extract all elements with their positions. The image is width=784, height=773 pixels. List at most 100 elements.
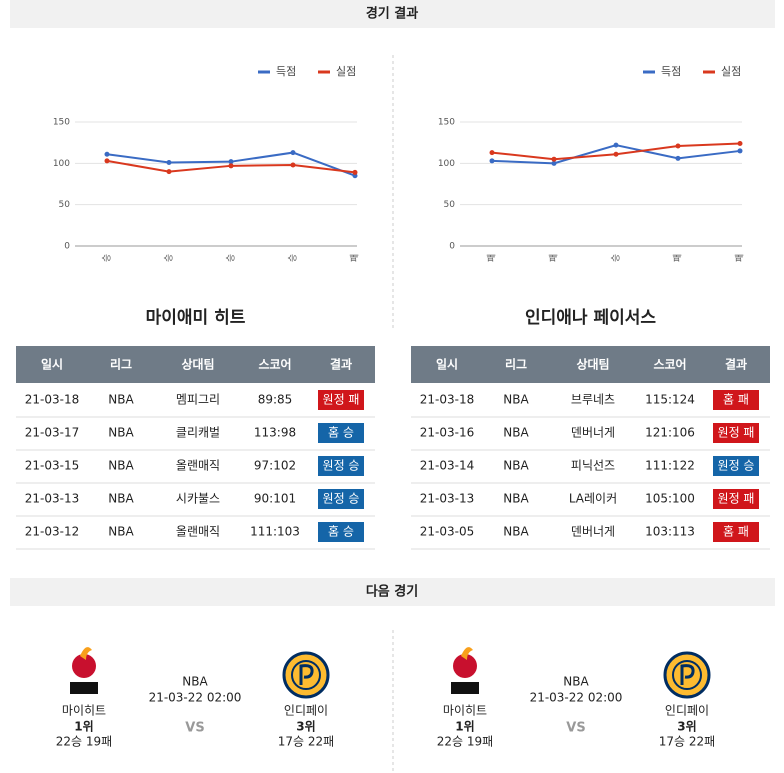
column-header: 결과 (725, 357, 747, 372)
data-point (613, 142, 619, 148)
table-cell: 21-03-15 (25, 459, 79, 473)
legend-label: 실점 (721, 65, 741, 78)
result-text: 원정 승 (323, 492, 360, 506)
table-cell: 97:102 (254, 459, 296, 473)
x-tick-label: 패 (487, 254, 498, 262)
table-cell: 21-03-12 (25, 525, 79, 539)
table-header (16, 346, 375, 383)
game-time: 21-03-22 02:00 (530, 691, 623, 705)
result-badge (318, 456, 364, 476)
table-cell: 올랜매직 (176, 525, 220, 539)
result-badge (318, 489, 364, 509)
y-tick-label: 150 (438, 118, 455, 128)
y-tick-label: 150 (53, 118, 70, 128)
data-point (166, 169, 172, 175)
result-badge (713, 456, 759, 476)
team-title: 인디애나 페이서스 (525, 308, 656, 328)
x-tick-label: 패 (673, 254, 684, 262)
team-rank: 1위 (74, 720, 93, 734)
y-tick-label: 100 (438, 159, 455, 169)
table-cell: 피닉선즈 (571, 459, 615, 473)
team-logo (70, 682, 98, 694)
data-point (290, 162, 296, 168)
column-header: 리그 (505, 357, 527, 372)
table-cell: 21-03-14 (420, 459, 474, 473)
column-header: 상대팀 (576, 357, 609, 372)
result-text: 원정 패 (718, 492, 755, 506)
data-point (675, 143, 681, 149)
result-badge (318, 522, 364, 542)
data-point (228, 163, 234, 169)
data-point (290, 150, 296, 156)
result-text: 원정 승 (323, 459, 360, 473)
table-cell: NBA (108, 492, 134, 506)
data-point (551, 156, 557, 162)
table-cell: 121:106 (645, 426, 695, 440)
legend-label: 실점 (336, 65, 356, 78)
table-cell: 덴버너게 (571, 525, 615, 539)
team-record: 17승 22패 (659, 735, 715, 749)
x-tick-label: 승 (611, 254, 622, 262)
versus: VS (185, 721, 204, 736)
data-point (166, 160, 172, 166)
y-tick-label: 50 (59, 200, 71, 210)
data-point (675, 155, 681, 161)
section-title: 경기 결과 (366, 6, 418, 22)
column-header: 일시 (41, 358, 63, 372)
x-tick-label: 승 (226, 254, 237, 262)
table-cell: NBA (108, 393, 134, 407)
title-bar (10, 0, 775, 28)
team-logo (453, 654, 477, 678)
team-logo (72, 654, 96, 678)
section-title: 다음 경기 (366, 584, 418, 600)
result-badge (713, 489, 759, 509)
result-text: 홈 승 (328, 525, 354, 539)
x-tick-label: 승 (164, 254, 175, 262)
team-name: 인디페이 (665, 704, 709, 718)
league: NBA (563, 675, 589, 689)
y-tick-label: 0 (449, 242, 455, 252)
result-badge (318, 423, 364, 443)
table-cell: NBA (503, 492, 529, 506)
table-cell: 멤피그리 (176, 393, 220, 407)
team-record: 17승 22패 (278, 735, 334, 749)
table-cell: NBA (503, 525, 529, 539)
y-tick-label: 0 (64, 242, 70, 252)
result-text: 원정 승 (718, 459, 755, 473)
table-cell: 21-03-05 (420, 525, 474, 539)
x-tick-label: 패 (735, 254, 746, 262)
title-bar (10, 578, 775, 606)
table-cell: LA레이커 (569, 492, 617, 506)
data-point (104, 151, 110, 157)
data-point (489, 150, 495, 156)
table-cell: NBA (108, 426, 134, 440)
result-badge (713, 522, 759, 542)
result-badge (713, 423, 759, 443)
x-tick-label: 패 (549, 254, 560, 262)
versus: VS (566, 721, 585, 736)
data-point (737, 148, 743, 154)
table-cell: NBA (503, 393, 529, 407)
table-cell: 올랜매직 (176, 459, 220, 473)
table-cell: 115:124 (645, 393, 695, 407)
table-cell: 21-03-13 (25, 492, 79, 506)
data-point (228, 159, 234, 165)
result-badge (318, 390, 364, 410)
team-record: 22승 19패 (56, 735, 112, 749)
table-cell: 89:85 (258, 393, 293, 407)
column-header: 일시 (436, 358, 458, 372)
legend-label: 득점 (661, 65, 681, 78)
result-text: 원정 패 (323, 393, 360, 407)
data-point (613, 151, 619, 157)
team-name: 마이히트 (443, 704, 487, 718)
table-cell: 클리캐벌 (176, 426, 220, 440)
data-point (737, 140, 743, 146)
data-point (489, 158, 495, 164)
team-rank: 3위 (677, 720, 696, 734)
table-cell: 90:101 (254, 492, 296, 506)
legend-label: 득점 (276, 65, 296, 78)
team-rank: 1위 (455, 720, 474, 734)
table-cell: 21-03-13 (420, 492, 474, 506)
x-tick-label: 승 (102, 254, 113, 262)
